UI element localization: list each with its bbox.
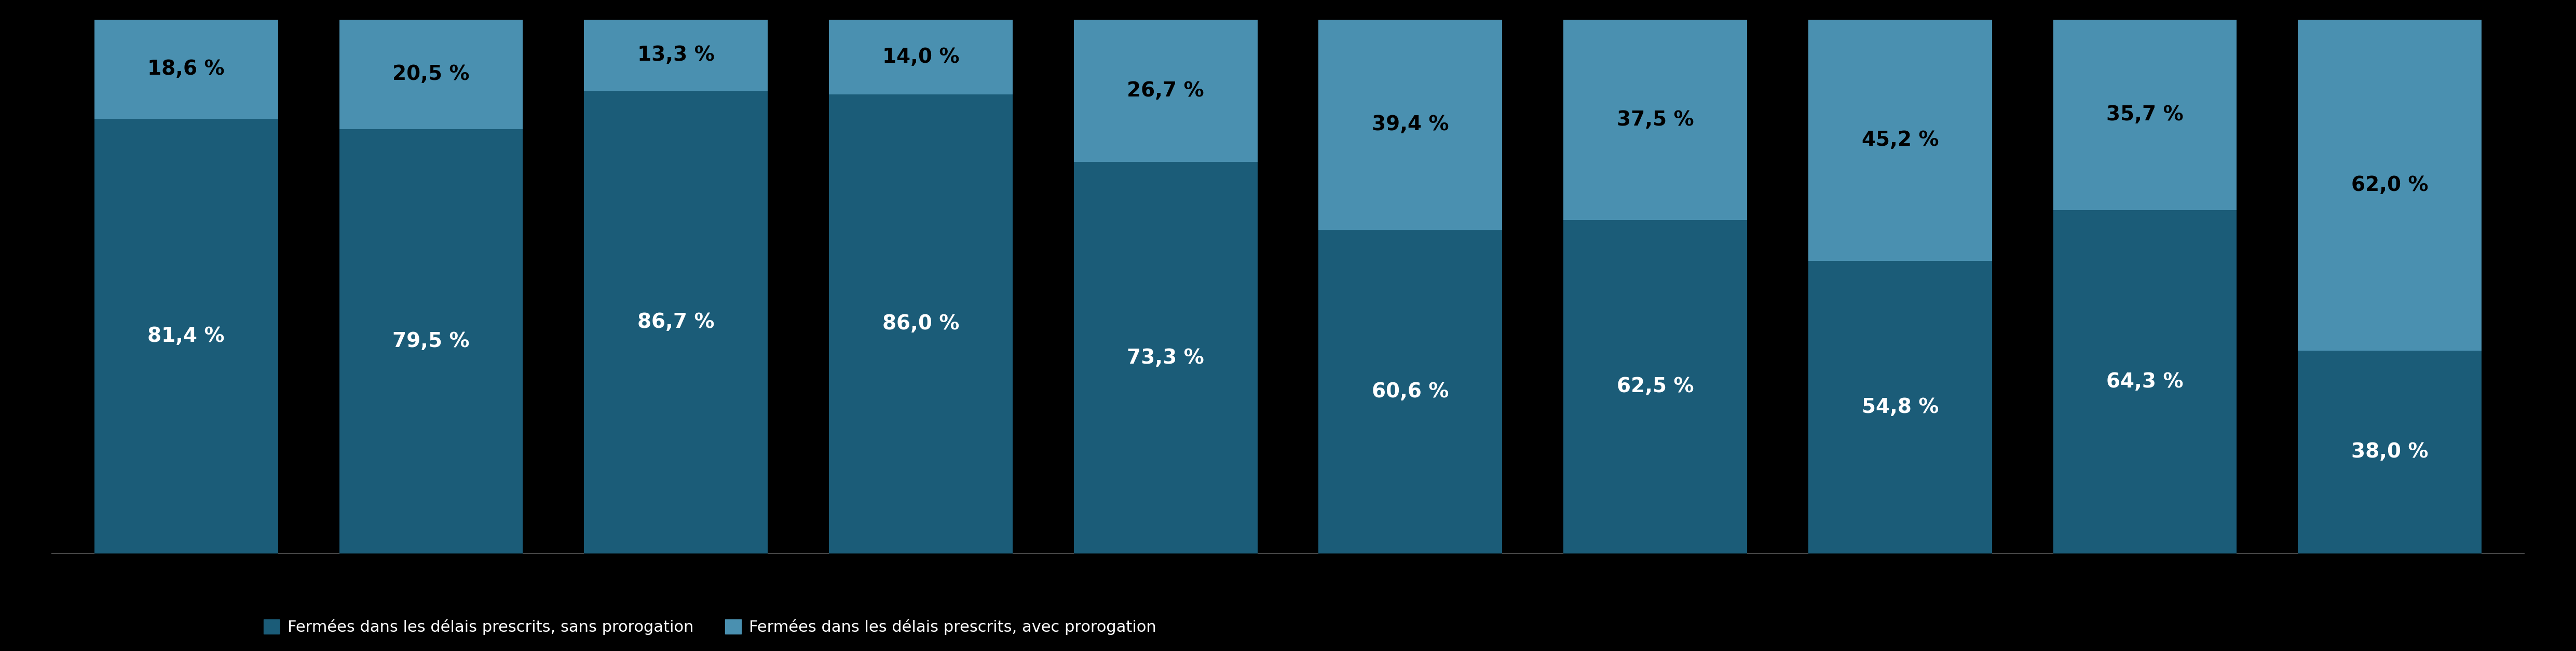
- Bar: [2298, 20, 2481, 350]
- Bar: [585, 90, 768, 553]
- Bar: [585, 20, 768, 90]
- Bar: [340, 20, 523, 129]
- Text: 64,3 %: 64,3 %: [2107, 372, 2184, 392]
- Bar: [1074, 20, 1257, 162]
- Bar: [95, 20, 278, 119]
- Bar: [829, 94, 1012, 553]
- Text: 18,6 %: 18,6 %: [147, 59, 224, 79]
- Text: 45,2 %: 45,2 %: [1862, 130, 1940, 150]
- Text: 13,3 %: 13,3 %: [636, 45, 714, 65]
- Text: 86,7 %: 86,7 %: [636, 312, 714, 332]
- Bar: [2053, 210, 2236, 553]
- Bar: [1319, 20, 1502, 230]
- Bar: [2298, 350, 2481, 553]
- Text: 38,0 %: 38,0 %: [2352, 442, 2429, 462]
- Text: 37,5 %: 37,5 %: [1618, 110, 1695, 130]
- Bar: [1319, 230, 1502, 553]
- Text: 14,0 %: 14,0 %: [881, 47, 958, 67]
- Bar: [1808, 261, 1991, 553]
- Bar: [1564, 220, 1747, 553]
- Text: 79,5 %: 79,5 %: [392, 331, 469, 351]
- Bar: [340, 129, 523, 553]
- Text: 81,4 %: 81,4 %: [147, 326, 224, 346]
- Legend: Fermées dans les délais prescrits, sans prorogation, Fermées dans les délais pre: Fermées dans les délais prescrits, sans …: [258, 613, 1162, 641]
- Text: 86,0 %: 86,0 %: [881, 314, 958, 334]
- Text: 35,7 %: 35,7 %: [2107, 105, 2184, 125]
- Text: 62,0 %: 62,0 %: [2352, 175, 2429, 195]
- Text: 73,3 %: 73,3 %: [1126, 348, 1203, 368]
- Text: 39,4 %: 39,4 %: [1373, 115, 1448, 135]
- Text: 54,8 %: 54,8 %: [1862, 397, 1940, 417]
- Bar: [829, 20, 1012, 94]
- Text: 20,5 %: 20,5 %: [392, 64, 469, 84]
- Bar: [95, 119, 278, 553]
- Text: 62,5 %: 62,5 %: [1618, 377, 1695, 396]
- Bar: [1808, 20, 1991, 261]
- Bar: [2053, 20, 2236, 210]
- Text: 60,6 %: 60,6 %: [1373, 381, 1448, 402]
- Bar: [1564, 20, 1747, 220]
- Text: 26,7 %: 26,7 %: [1128, 81, 1203, 101]
- Bar: [1074, 162, 1257, 553]
